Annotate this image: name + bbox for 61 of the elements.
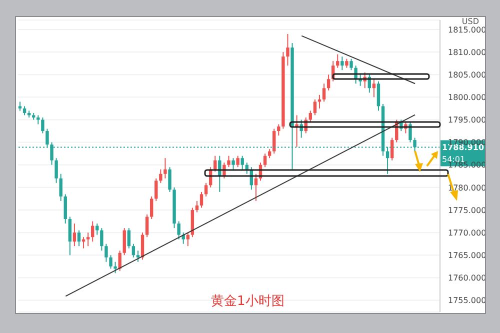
- candlestick: [159, 168, 162, 184]
- candlestick: [96, 223, 99, 236]
- candlestick: [54, 158, 58, 184]
- candlestick: [77, 230, 81, 247]
- candlestick: [86, 232, 90, 247]
- candlestick: [268, 148, 272, 159]
- candlestick: [322, 83, 326, 102]
- candlestick: [376, 80, 380, 112]
- candlestick: [313, 98, 317, 116]
- candlestick: [100, 228, 104, 252]
- candlestick: [263, 153, 267, 168]
- candlestick: [214, 155, 217, 172]
- candlestick: [18, 101, 22, 112]
- candlestick: [59, 173, 62, 202]
- candlestick: [350, 58, 353, 71]
- candlestick: [195, 200, 199, 213]
- candlestick: [286, 33, 290, 66]
- candlestick: [326, 74, 330, 91]
- candlestick: [150, 196, 154, 220]
- candlestick: [22, 106, 26, 116]
- candlestick: [91, 220, 94, 242]
- candlestick: [227, 155, 230, 168]
- candlestick: [408, 121, 412, 143]
- candlestick: [114, 261, 117, 274]
- candlestick: [277, 124, 280, 136]
- candlestick: [64, 194, 67, 224]
- candlestick: [254, 173, 258, 202]
- candlestick: [164, 158, 167, 179]
- candlestick: [41, 116, 44, 134]
- candlestick: [295, 114, 298, 148]
- candlestick: [36, 114, 40, 125]
- candlestick: [308, 110, 312, 122]
- text: USD: [462, 17, 479, 26]
- candlestick: [72, 223, 76, 247]
- candlestick: [145, 214, 149, 238]
- text: 黄金1小时图: [211, 293, 284, 310]
- candlestick: [122, 228, 126, 256]
- candlestick: [132, 243, 136, 258]
- candlestick: [218, 155, 222, 192]
- candlestick: [136, 250, 140, 262]
- candlestick: [186, 232, 190, 247]
- candlestick: [127, 228, 131, 249]
- candlestick: [272, 128, 276, 154]
- candlestick: [336, 54, 340, 68]
- candlestick: [345, 58, 348, 68]
- candlestick: [372, 78, 376, 98]
- candlestick: [68, 216, 72, 256]
- candlestick: [168, 166, 172, 192]
- candlestick: [236, 155, 240, 168]
- candlestick: [109, 254, 112, 270]
- candlestick: [118, 250, 122, 272]
- candlestick: [200, 191, 204, 208]
- candlestick: [390, 137, 394, 161]
- candlestick: [240, 155, 244, 170]
- candlestick: [104, 243, 108, 262]
- candlestick: [204, 182, 208, 197]
- candlestick: [177, 220, 180, 240]
- candlestick: [245, 162, 248, 174]
- candlestick: [154, 178, 158, 202]
- candlestick: [340, 56, 344, 71]
- candlestick: [232, 158, 235, 170]
